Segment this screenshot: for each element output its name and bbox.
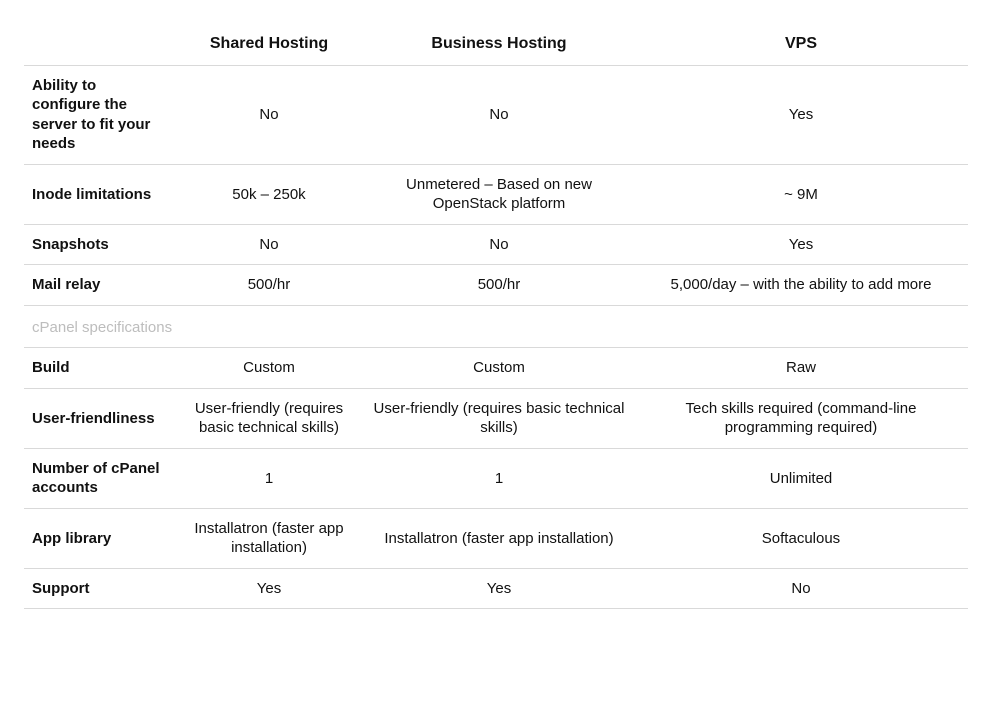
cell-business: Unmetered – Based on new OpenStack platf… bbox=[364, 164, 634, 224]
cell-vps: ~ 9M bbox=[634, 164, 968, 224]
row-label: Mail relay bbox=[24, 265, 174, 306]
table-row: App library Installatron (faster app ins… bbox=[24, 508, 968, 568]
table-row: Support Yes Yes No bbox=[24, 568, 968, 609]
cell-vps: No bbox=[634, 568, 968, 609]
cell-business: No bbox=[364, 224, 634, 265]
row-label: Support bbox=[24, 568, 174, 609]
column-header-label bbox=[24, 24, 174, 65]
cell-business: User-friendly (requires basic technical … bbox=[364, 388, 634, 448]
cell-vps: Yes bbox=[634, 224, 968, 265]
column-header-business: Business Hosting bbox=[364, 24, 634, 65]
cell-vps: Softaculous bbox=[634, 508, 968, 568]
section-header-row: cPanel specifications bbox=[24, 305, 968, 348]
cell-shared: User-friendly (requires basic technical … bbox=[174, 388, 364, 448]
cell-business: Yes bbox=[364, 568, 634, 609]
row-label: Ability to configure the server to fit y… bbox=[24, 65, 174, 164]
row-label: Snapshots bbox=[24, 224, 174, 265]
table-row: Build Custom Custom Raw bbox=[24, 348, 968, 389]
cell-business: Installatron (faster app installation) bbox=[364, 508, 634, 568]
cell-shared: No bbox=[174, 65, 364, 164]
cell-vps: Unlimited bbox=[634, 448, 968, 508]
cell-business: No bbox=[364, 65, 634, 164]
table-row: Mail relay 500/hr 500/hr 5,000/day – wit… bbox=[24, 265, 968, 306]
cell-shared: 50k – 250k bbox=[174, 164, 364, 224]
cell-shared: Custom bbox=[174, 348, 364, 389]
table-row: Inode limitations 50k – 250k Unmetered –… bbox=[24, 164, 968, 224]
row-label: Inode limitations bbox=[24, 164, 174, 224]
cell-vps: Raw bbox=[634, 348, 968, 389]
cell-shared: No bbox=[174, 224, 364, 265]
section-title: cPanel specifications bbox=[24, 305, 968, 348]
cell-shared: 1 bbox=[174, 448, 364, 508]
table-row: Number of cPanel accounts 1 1 Unlimited bbox=[24, 448, 968, 508]
cell-business: 500/hr bbox=[364, 265, 634, 306]
column-header-vps: VPS bbox=[634, 24, 968, 65]
table-header-row: Shared Hosting Business Hosting VPS bbox=[24, 24, 968, 65]
table-row: User-friendliness User-friendly (require… bbox=[24, 388, 968, 448]
cell-vps: Yes bbox=[634, 65, 968, 164]
row-label: User-friendliness bbox=[24, 388, 174, 448]
cell-shared: 500/hr bbox=[174, 265, 364, 306]
table-row: Ability to configure the server to fit y… bbox=[24, 65, 968, 164]
table-row: Snapshots No No Yes bbox=[24, 224, 968, 265]
hosting-comparison-table: Shared Hosting Business Hosting VPS Abil… bbox=[24, 24, 968, 609]
cell-business: 1 bbox=[364, 448, 634, 508]
cell-vps: Tech skills required (command-line progr… bbox=[634, 388, 968, 448]
column-header-shared: Shared Hosting bbox=[174, 24, 364, 65]
cell-vps: 5,000/day – with the ability to add more bbox=[634, 265, 968, 306]
cell-shared: Installatron (faster app installation) bbox=[174, 508, 364, 568]
row-label: Build bbox=[24, 348, 174, 389]
cell-business: Custom bbox=[364, 348, 634, 389]
cell-shared: Yes bbox=[174, 568, 364, 609]
row-label: App library bbox=[24, 508, 174, 568]
row-label: Number of cPanel accounts bbox=[24, 448, 174, 508]
